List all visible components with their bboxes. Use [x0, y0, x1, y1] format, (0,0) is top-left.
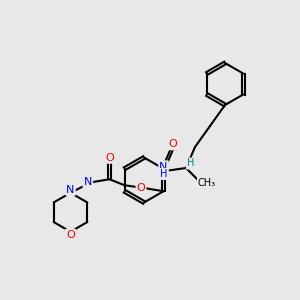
Text: O: O: [66, 230, 75, 240]
Text: O: O: [105, 153, 114, 163]
Text: CH₃: CH₃: [198, 178, 216, 188]
Text: H: H: [160, 169, 167, 179]
Text: H: H: [187, 158, 194, 169]
Text: O: O: [168, 139, 177, 149]
Text: N: N: [84, 177, 92, 187]
Text: N: N: [66, 185, 75, 195]
Text: O: O: [136, 183, 146, 193]
Text: N: N: [159, 161, 168, 172]
